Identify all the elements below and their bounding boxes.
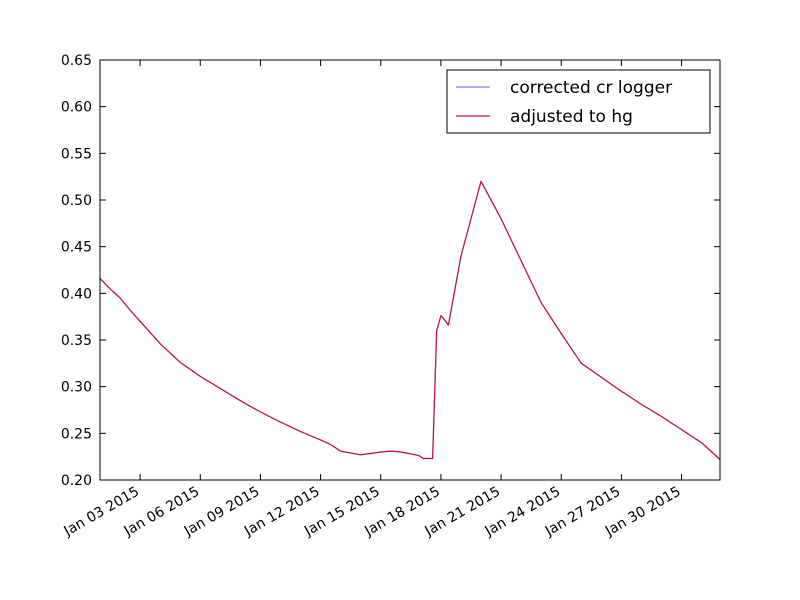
y-tick-label: 0.50 — [61, 193, 92, 209]
plot-frame — [99, 59, 721, 481]
y-tick-label: 0.45 — [61, 240, 92, 256]
legend-box — [446, 69, 711, 134]
y-tick-label: 0.40 — [61, 286, 92, 302]
legend: corrected cr logger adjusted to hg — [446, 69, 711, 134]
y-tick-label: 0.25 — [61, 426, 92, 442]
y-tick-label: 0.55 — [61, 146, 92, 162]
y-tick-label: 0.60 — [61, 100, 92, 116]
y-axis-ticks: 0.20 0.25 0.30 0.35 0.40 0.45 0.50 0.55 0.60 0.65 — [61, 53, 720, 489]
y-tick-label: 0.30 — [61, 380, 92, 396]
y-tick-label: 0.35 — [61, 333, 92, 349]
y-tick-label: 0.20 — [61, 473, 92, 489]
series-line-adjusted-to-hg — [99, 180, 721, 460]
y-tick-label: 0.65 — [61, 53, 92, 69]
legend-label-corrected-cr-logger: corrected cr logger — [510, 78, 672, 98]
legend-label-adjusted-to-hg: adjusted to hg — [510, 107, 633, 127]
series-layer — [99, 180, 721, 460]
